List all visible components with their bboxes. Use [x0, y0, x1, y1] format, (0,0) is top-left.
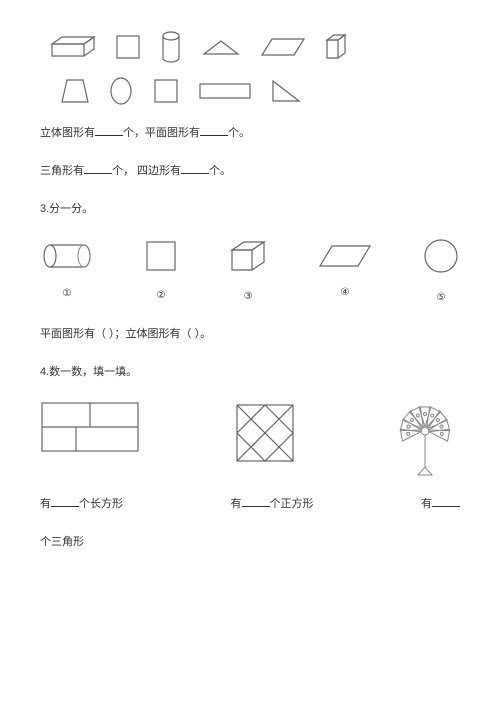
fan-figure: [390, 401, 460, 479]
label: ②: [157, 287, 166, 305]
q4-answer-2: 有 个正方形: [231, 495, 314, 515]
blank: [200, 125, 228, 136]
q3-item-5: ⑤: [422, 237, 460, 307]
q3-item-2: ②: [144, 239, 178, 305]
q4-answer-3: 有: [421, 495, 460, 515]
text: 个， 四边形有: [112, 165, 181, 177]
label: ⑤: [437, 289, 446, 307]
square-icon: [114, 33, 142, 61]
squares-figure: [233, 401, 297, 465]
text: 个，平面图形有: [123, 127, 200, 139]
text: 个正方形: [270, 498, 314, 510]
text: 三角形有: [40, 165, 84, 177]
blank: [84, 163, 112, 174]
parallelogram-icon-2: [318, 242, 372, 270]
q4-fig-squares: [233, 401, 297, 479]
label: ①: [63, 285, 72, 303]
rectangles-figure: [40, 401, 140, 453]
blank: [95, 125, 123, 136]
q3-item-3: ③: [228, 238, 268, 306]
shapes-group-1-row-1: [48, 30, 460, 64]
q3-title: 3.分一分。: [40, 200, 460, 220]
q3-shapes-row: ① ② ③ ④ ⑤: [40, 237, 460, 307]
label: ④: [341, 284, 350, 302]
text: 立体图形有: [40, 127, 95, 139]
q4-figures-row: [40, 401, 460, 479]
q3-answer-sentence: 平面图形有（ ）；立体图形有（ ）。: [40, 325, 460, 345]
text: 有: [421, 498, 432, 510]
cylinder-horizontal-icon: [40, 241, 94, 271]
q3-item-1: ①: [40, 241, 94, 303]
right-triangle-icon: [270, 78, 302, 104]
trapezoid-icon: [60, 76, 90, 106]
square-icon-3: [144, 239, 178, 273]
label: ③: [244, 288, 253, 306]
sentence-solid-flat: 立体图形有 个，平面图形有 个。: [40, 124, 460, 144]
blank: [51, 496, 79, 507]
text: 个。: [209, 165, 231, 177]
q4-fig-rectangles: [40, 401, 140, 479]
rectangle-long-icon: [198, 81, 252, 101]
q4-fig-fan: [390, 401, 460, 479]
cube-icon: [228, 238, 268, 274]
parallelogram-icon: [260, 35, 306, 59]
text: 有: [231, 498, 242, 510]
shapes-group-1-row-2: [60, 76, 460, 106]
cuboid-icon: [48, 34, 96, 60]
text: 个长方形: [79, 498, 123, 510]
q3-item-4: ④: [318, 242, 372, 302]
q4-answer-1: 有 个长方形: [40, 495, 123, 515]
text: 有: [40, 498, 51, 510]
sentence-triangle-quad: 三角形有 个， 四边形有 个。: [40, 162, 460, 182]
blank: [181, 163, 209, 174]
square-icon-2: [152, 77, 180, 105]
blank: [242, 496, 270, 507]
circle-icon: [422, 237, 460, 275]
triangle-wide-icon: [200, 37, 242, 57]
text: 个。: [228, 127, 250, 139]
q4-last-line: 个三角形: [40, 533, 460, 553]
blank: [432, 496, 460, 507]
cylinder-icon: [160, 30, 182, 64]
small-cuboid-icon: [324, 32, 348, 62]
q4-answers-row: 有 个长方形 有 个正方形 有: [40, 495, 460, 515]
q4-title: 4.数一数，填一填。: [40, 363, 460, 383]
ellipse-icon: [108, 76, 134, 106]
